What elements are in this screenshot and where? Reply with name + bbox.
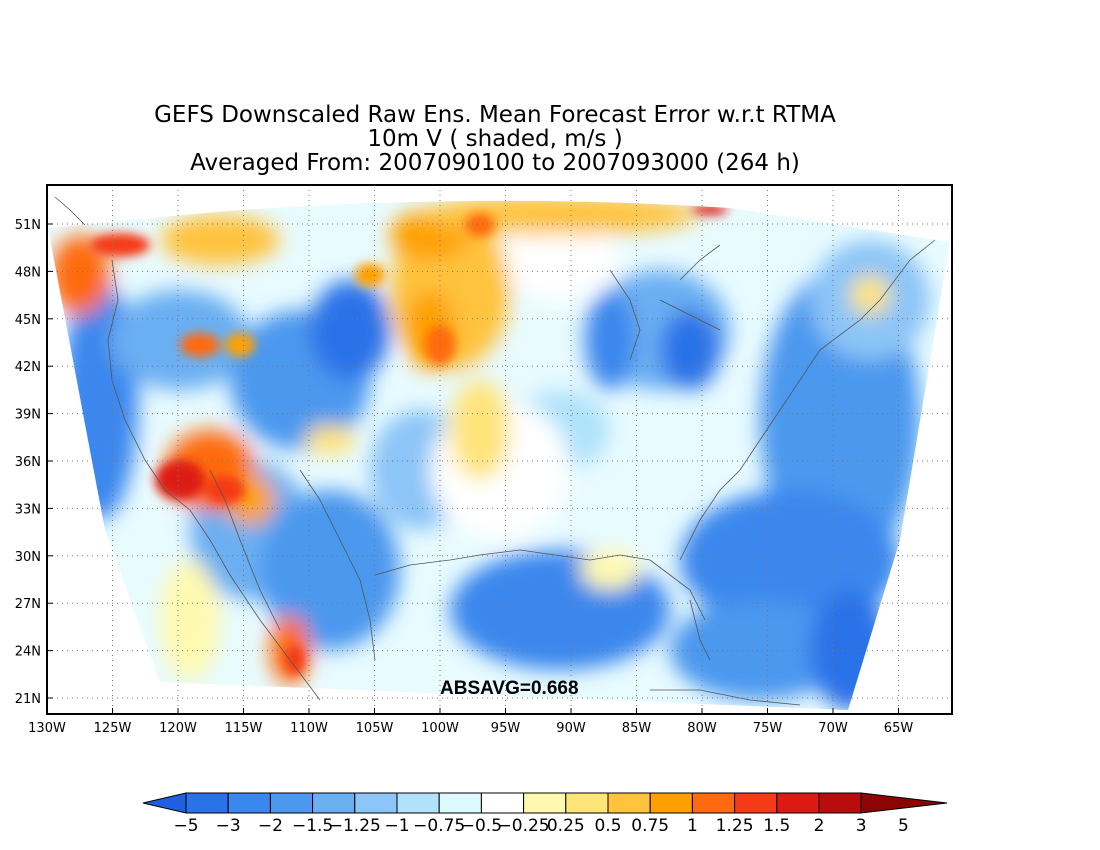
- colorbar-label: −0.25: [498, 816, 550, 836]
- title-line-1: GEFS Downscaled Raw Ens. Mean Forecast E…: [154, 102, 836, 128]
- lon-tick-label: 105W: [356, 721, 394, 736]
- colorbar-box: [776, 792, 820, 814]
- colorbar-label: −1.5: [292, 816, 333, 836]
- colorbar-box: [438, 792, 482, 814]
- colorbar-label: 1.5: [763, 816, 790, 836]
- lon-tick-label: 125W: [94, 721, 132, 736]
- colorbar-label: −0.5: [461, 816, 502, 836]
- colorbar-label: 0.5: [594, 816, 621, 836]
- lon-tick-label: 80W: [687, 721, 717, 736]
- lon-tick-label: 100W: [421, 721, 459, 736]
- lat-tick-label: 30N: [15, 550, 41, 565]
- lon-tick-label: 95W: [491, 721, 521, 736]
- lon-tick-label: 85W: [622, 721, 652, 736]
- colorbar-label: 0.75: [631, 816, 669, 836]
- colorbar-label: 0.25: [547, 816, 585, 836]
- colorbar-label: 5: [898, 816, 909, 836]
- lon-tick-label: 65W: [884, 721, 914, 736]
- colorbar-label: 1: [687, 816, 698, 836]
- coastlines: [54, 196, 936, 706]
- colorbar-label: −5: [173, 816, 198, 836]
- colorbar-box: [818, 792, 862, 814]
- lon-tick-label: 90W: [556, 721, 586, 736]
- colorbar-box: [480, 792, 525, 814]
- shaded-field: [48, 200, 950, 710]
- colorbar-label: −1.25: [329, 816, 381, 836]
- colorbar-label: 2: [814, 816, 825, 836]
- lat-tick-label: 24N: [15, 645, 41, 660]
- colorbar-box: [227, 792, 271, 814]
- colorbar-box: [354, 792, 398, 814]
- lon-tick-label: 120W: [159, 721, 197, 736]
- colorbar-box: [607, 792, 651, 814]
- colorbar-box: [649, 792, 693, 814]
- absavg-annotation: ABSAVG=0.668: [440, 678, 579, 699]
- colorbar-box: [691, 792, 736, 814]
- colorbar-lower-extension: [142, 792, 187, 814]
- colorbar-box: [734, 792, 778, 814]
- lat-tick-label: 27N: [15, 597, 41, 612]
- lat-tick-label: 48N: [15, 265, 41, 280]
- lon-tick-label: 130W: [28, 721, 66, 736]
- colorbar-box: [269, 792, 314, 814]
- colorbar-box: [312, 792, 356, 814]
- colorbar-label: −1: [384, 816, 409, 836]
- lon-tick-label: 75W: [753, 721, 783, 736]
- colorbar-box: [185, 792, 229, 814]
- title-line-3: Averaged From: 2007090100 to 2007093000 …: [190, 150, 800, 176]
- lon-tick-label: 70W: [818, 721, 848, 736]
- colorbar-label: −0.75: [413, 816, 465, 836]
- title-line-2: 10m V ( shaded, m/s ): [367, 126, 623, 152]
- lat-tick-label: 42N: [15, 360, 41, 375]
- lat-tick-label: 36N: [15, 455, 41, 470]
- colorbar-box: [523, 792, 567, 814]
- lat-tick-label: 21N: [15, 692, 41, 707]
- lon-tick-label: 115W: [225, 721, 263, 736]
- colorbar: [142, 792, 948, 814]
- colorbar-upper-extension: [860, 792, 948, 814]
- lat-tick-label: 33N: [15, 502, 41, 517]
- colorbar-label: −3: [216, 816, 241, 836]
- graticule: [47, 185, 952, 714]
- lat-tick-label: 51N: [15, 218, 41, 233]
- colorbar-box: [396, 792, 440, 814]
- colorbar-box: [565, 792, 609, 814]
- colorbar-label: 3: [856, 816, 867, 836]
- lat-tick-label: 45N: [15, 313, 41, 328]
- plot-frame: [46, 184, 953, 715]
- lon-tick-label: 110W: [290, 721, 328, 736]
- lat-tick-label: 39N: [15, 408, 41, 423]
- colorbar-label: 1.25: [716, 816, 754, 836]
- colorbar-label: −2: [258, 816, 283, 836]
